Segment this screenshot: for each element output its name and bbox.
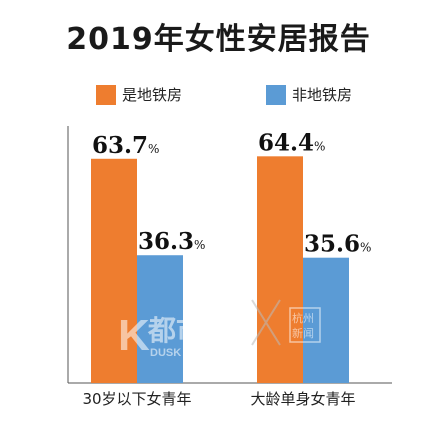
watermark-k-logo: K (118, 311, 150, 360)
bar-1-2 (257, 156, 303, 383)
legend-swatch-series-1 (96, 84, 116, 105)
watermark-cross-line-2 (251, 299, 281, 346)
data-label-2-1: 36.3% (138, 228, 205, 255)
watermark: 都市 DUSK K 杭州 新闻 (118, 299, 321, 360)
bar-1-1 (91, 158, 137, 383)
legend-swatch-series-2 (266, 84, 286, 105)
watermark-brand-sub: DUSK (150, 347, 181, 359)
bar-2-1 (137, 255, 183, 383)
legend-item-series-1: 是地铁房 (96, 84, 182, 105)
data-label-1-2: 64.4% (258, 129, 325, 156)
chart-title: 2019年女性安居报告 (66, 22, 371, 57)
legend-label-series-1: 是地铁房 (122, 86, 183, 104)
legend-item-series-2: 非地铁房 (266, 84, 352, 105)
watermark-brand-text: 都市 (147, 314, 204, 346)
data-label-2-2: 35.6% (304, 231, 371, 258)
bar-2-2 (303, 257, 349, 383)
watermark-partner-text-2: 新闻 (292, 326, 314, 340)
data-label-1-1: 63.7% (92, 132, 159, 159)
watermark-partner-text-1: 杭州 (292, 311, 314, 325)
legend-label-series-2: 非地铁房 (292, 86, 353, 104)
watermark-partner-box (289, 307, 321, 343)
x-tick-label-2: 大龄单身女青年 (250, 390, 355, 408)
x-tick-label-1: 30岁以下女青年 (82, 390, 191, 408)
